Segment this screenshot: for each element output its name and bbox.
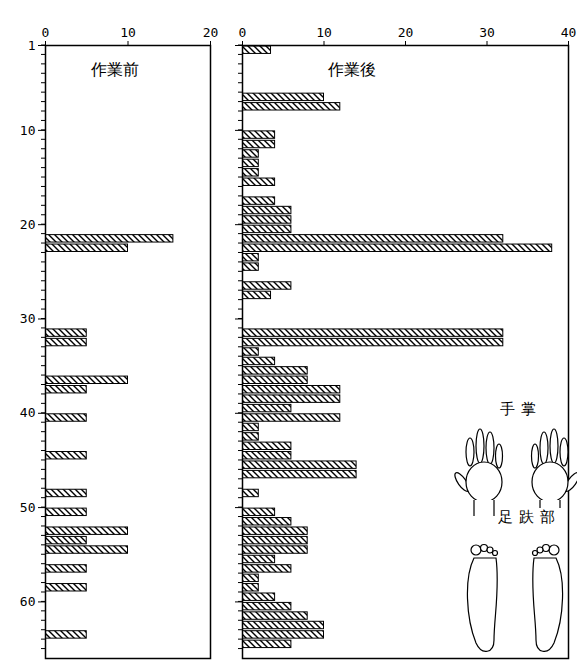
svg-text:60: 60 [20, 594, 36, 609]
svg-text:20: 20 [398, 25, 414, 40]
svg-text:10: 10 [120, 25, 136, 40]
svg-text:20: 20 [20, 217, 36, 232]
svg-text:30: 30 [479, 25, 495, 40]
svg-text:20: 20 [203, 25, 219, 40]
html-text:手掌: 手掌 [500, 400, 542, 418]
svg-text:10: 10 [316, 25, 332, 40]
svg-text:40: 40 [20, 405, 36, 420]
svg-text:0: 0 [239, 25, 247, 40]
svg-text:1: 1 [28, 38, 36, 53]
html-text:足趺部: 足趺部 [498, 508, 561, 526]
svg-text:10: 10 [20, 123, 36, 138]
svg-text:30: 30 [20, 311, 36, 326]
svg-text:40: 40 [561, 25, 577, 40]
svg-text:作業前: 作業前 [90, 60, 139, 79]
svg-text:0: 0 [42, 25, 50, 40]
svg-text:50: 50 [20, 500, 36, 515]
svg-text:作業後: 作業後 [327, 60, 376, 79]
